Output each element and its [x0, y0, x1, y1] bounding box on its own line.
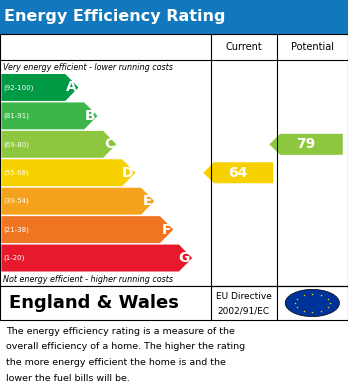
Text: Very energy efficient - lower running costs: Very energy efficient - lower running co…: [3, 63, 173, 72]
Text: G: G: [179, 251, 190, 265]
Text: Not energy efficient - higher running costs: Not energy efficient - higher running co…: [3, 275, 173, 284]
Polygon shape: [1, 188, 154, 215]
Text: (92-100): (92-100): [3, 84, 34, 91]
Text: 79: 79: [296, 137, 316, 151]
Text: The energy efficiency rating is a measure of the: The energy efficiency rating is a measur…: [6, 326, 235, 335]
Polygon shape: [1, 131, 116, 158]
Text: C: C: [104, 137, 114, 151]
Bar: [0, 0, 348, 34]
Text: the more energy efficient the home is and the: the more energy efficient the home is an…: [6, 358, 226, 367]
Text: A: A: [66, 81, 76, 95]
Text: D: D: [122, 166, 133, 180]
Ellipse shape: [285, 289, 339, 317]
Text: Energy Efficiency Rating: Energy Efficiency Rating: [4, 9, 226, 25]
Text: (81-91): (81-91): [3, 113, 30, 119]
Text: E: E: [143, 194, 152, 208]
Polygon shape: [269, 134, 343, 155]
Bar: [0, 286, 348, 320]
Text: (39-54): (39-54): [3, 198, 29, 204]
Text: overall efficiency of a home. The higher the rating: overall efficiency of a home. The higher…: [6, 343, 245, 352]
Text: (21-38): (21-38): [3, 226, 29, 233]
Text: 2002/91/EC: 2002/91/EC: [218, 307, 270, 316]
Polygon shape: [203, 162, 273, 183]
Text: Potential: Potential: [291, 42, 334, 52]
Text: Current: Current: [225, 42, 262, 52]
Polygon shape: [1, 245, 192, 271]
Text: (1-20): (1-20): [3, 255, 25, 261]
Text: England & Wales: England & Wales: [9, 294, 179, 312]
Polygon shape: [1, 74, 78, 101]
Text: EU Directive: EU Directive: [216, 292, 271, 301]
Text: F: F: [161, 222, 171, 237]
Text: (69-80): (69-80): [3, 141, 30, 147]
Text: (55-68): (55-68): [3, 170, 29, 176]
Polygon shape: [1, 216, 173, 243]
Text: lower the fuel bills will be.: lower the fuel bills will be.: [6, 374, 130, 383]
Polygon shape: [1, 159, 135, 186]
Bar: [0, 34, 348, 286]
Text: 64: 64: [229, 166, 248, 180]
Text: B: B: [85, 109, 95, 123]
Polygon shape: [1, 102, 97, 129]
